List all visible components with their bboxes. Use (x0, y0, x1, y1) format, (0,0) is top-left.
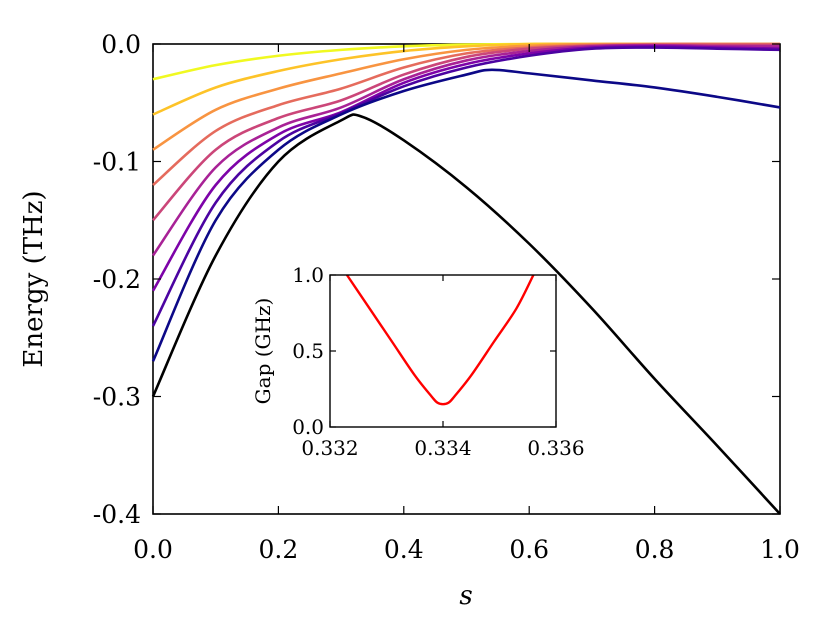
x-tick-label: 0.6 (509, 535, 549, 564)
series-line-level-4 (151, 43, 781, 257)
y-tick-label: 0.5 (292, 339, 324, 363)
x-tick-label: 0.4 (384, 535, 424, 564)
y-tick-label: 0.0 (292, 415, 324, 439)
inset-x-axis: 0.332 0.334 0.336 (301, 275, 585, 460)
series-line-level-0 (151, 113, 781, 515)
series-line-level-1 (151, 68, 781, 362)
y-tick-label: 1.0 (292, 263, 324, 287)
inset-y-axis-title: Gap (GHz) (251, 298, 275, 405)
x-tick-label: 0.336 (527, 436, 584, 460)
x-tick-label: 0.8 (635, 535, 675, 564)
y-tick-label: -0.2 (93, 265, 141, 294)
inset-series-group (345, 274, 535, 406)
inset-y-axis: 1.0 0.5 0.0 (292, 263, 556, 439)
inset-plot: 0.332 0.334 0.336 1.0 0.5 0.0 Gap (GHz) (251, 263, 585, 460)
main-y-axis: 0.0 -0.1 -0.2 -0.3 -0.4 (93, 30, 780, 529)
inset-background (330, 275, 556, 427)
x-tick-label: 0.2 (259, 535, 299, 564)
x-tick-label: 1.0 (760, 535, 800, 564)
main-series-group (151, 42, 781, 515)
y-tick-label: -0.4 (93, 500, 141, 529)
x-axis-title: s (459, 581, 472, 611)
series-line-level-5 (152, 43, 780, 222)
series-line-level-3 (151, 45, 781, 292)
series-line-level-2 (151, 46, 781, 327)
y-tick-label: 0.0 (101, 30, 141, 59)
x-tick-label: 0.332 (301, 436, 358, 460)
y-axis-title: Energy (THz) (19, 190, 49, 367)
x-tick-label: 0.0 (133, 535, 173, 564)
main-x-axis: 0.0 0.2 0.4 0.6 0.8 1.0 (133, 44, 800, 564)
y-tick-label: -0.1 (93, 148, 141, 177)
x-tick-label: 0.334 (414, 436, 471, 460)
y-tick-label: -0.3 (93, 383, 141, 412)
main-plot: 0.0 0.2 0.4 0.6 0.8 1.0 0.0 -0.1 -0.2 -0.3 -0.4 s… (19, 30, 800, 611)
series-line-gap (345, 274, 535, 406)
